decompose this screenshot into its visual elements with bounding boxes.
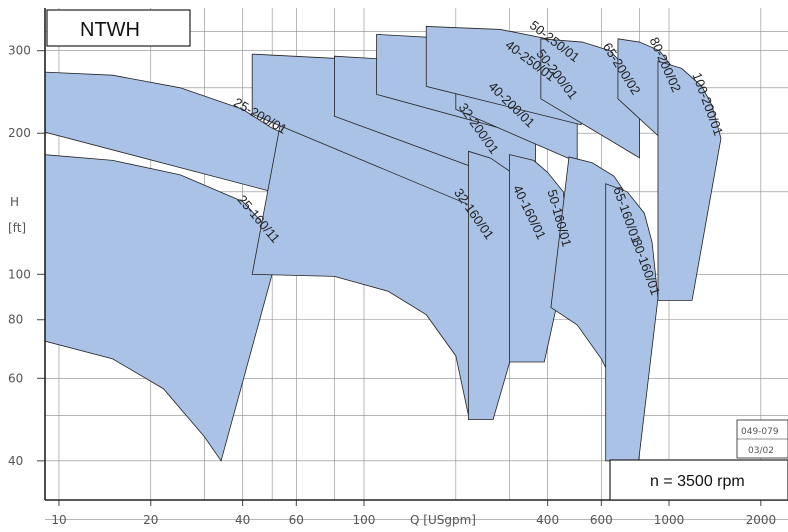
x-tick-label: 400 — [536, 513, 559, 527]
y-axis-label: H — [10, 195, 19, 209]
chart-title: NTWH — [80, 19, 140, 41]
speed-box: n = 3500 rpm — [609, 459, 788, 501]
x-tick-label: 60 — [289, 513, 304, 527]
range-100-200/01 — [657, 60, 722, 301]
y-tick-label: 200 — [8, 126, 31, 140]
x-tick-label: 100 — [353, 513, 376, 527]
range-25-200/01 — [44, 71, 290, 197]
pump-ranges — [44, 25, 722, 462]
y-tick-label: 100 — [8, 267, 31, 281]
x-tick-label: 600 — [590, 513, 613, 527]
doc-code-box: 049-079 03/02 — [736, 419, 788, 459]
x-tick-label: 20 — [143, 513, 158, 527]
doc-code: 049-079 — [741, 427, 779, 437]
x-tick-label: 1000 — [654, 513, 685, 527]
axis-ticks: 300 200 100 80 60 40 10 20 40 60 100 400 600 1000 2000 — [8, 44, 776, 527]
y-tick-label: 60 — [8, 371, 23, 385]
x-tick-label: 40 — [235, 513, 250, 527]
y-tick-label: 40 — [8, 454, 23, 468]
range-25-160/11 — [44, 154, 281, 462]
doc-date: 03/02 — [748, 446, 774, 456]
speed-annotation: n = 3500 rpm — [650, 473, 745, 490]
y-axis-unit: [ft] — [8, 221, 26, 235]
x-tick-label: 2000 — [746, 513, 777, 527]
y-tick-label: 300 — [8, 44, 31, 58]
title-box: NTWH — [46, 9, 191, 47]
x-axis-label: Q [USgpm] — [410, 513, 476, 527]
x-tick-label: 10 — [51, 513, 66, 527]
y-tick-label: 80 — [8, 313, 23, 327]
